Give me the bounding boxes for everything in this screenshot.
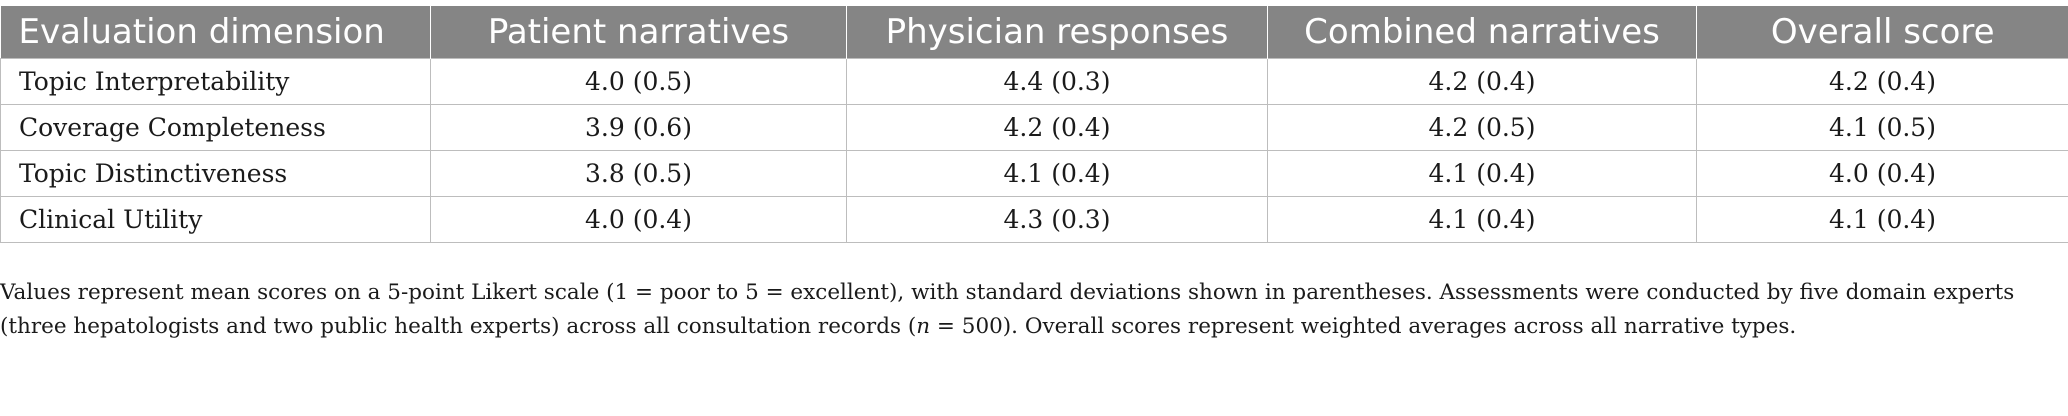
row-label: Topic Distinctiveness — [0, 150, 431, 197]
row-label: Clinical Utility — [0, 196, 431, 243]
header-patient-narratives: Patient narratives — [430, 6, 847, 59]
cell-overall-score: 4.1 (0.4) — [1696, 196, 2068, 243]
table-row: Clinical Utility 4.0 (0.4) 4.3 (0.3) 4.1… — [0, 196, 2068, 243]
cell-physician-responses: 4.4 (0.3) — [846, 58, 1268, 105]
cell-physician-responses: 4.1 (0.4) — [846, 150, 1268, 197]
table-row: Coverage Completeness 3.9 (0.6) 4.2 (0.4… — [0, 104, 2068, 151]
row-label: Topic Interpretability — [0, 58, 431, 105]
table-footnote: Values represent mean scores on a 5-poin… — [0, 276, 2060, 344]
row-label: Coverage Completeness — [0, 104, 431, 151]
cell-combined-narratives: 4.2 (0.4) — [1267, 58, 1697, 105]
cell-physician-responses: 4.3 (0.3) — [846, 196, 1268, 243]
cell-combined-narratives: 4.2 (0.5) — [1267, 104, 1697, 151]
table-header-row: Evaluation dimension Patient narratives … — [0, 6, 2068, 59]
evaluation-scores-table: Evaluation dimension Patient narratives … — [0, 6, 2068, 243]
cell-overall-score: 4.0 (0.4) — [1696, 150, 2068, 197]
cell-physician-responses: 4.2 (0.4) — [846, 104, 1268, 151]
cell-patient-narratives: 3.8 (0.5) — [430, 150, 847, 197]
cell-overall-score: 4.2 (0.4) — [1696, 58, 2068, 105]
cell-combined-narratives: 4.1 (0.4) — [1267, 196, 1697, 243]
sample-size-symbol: n — [916, 313, 931, 339]
header-combined-narratives: Combined narratives — [1267, 6, 1697, 59]
table-row: Topic Interpretability 4.0 (0.5) 4.4 (0.… — [0, 58, 2068, 105]
header-evaluation-dimension: Evaluation dimension — [0, 6, 431, 59]
cell-patient-narratives: 3.9 (0.6) — [430, 104, 847, 151]
footnote-text-end: = 500). Overall scores represent weighte… — [930, 313, 1797, 339]
cell-overall-score: 4.1 (0.5) — [1696, 104, 2068, 151]
header-physician-responses: Physician responses — [846, 6, 1268, 59]
cell-patient-narratives: 4.0 (0.4) — [430, 196, 847, 243]
cell-patient-narratives: 4.0 (0.5) — [430, 58, 847, 105]
header-overall-score: Overall score — [1696, 6, 2068, 59]
footnote-text-start: Values represent mean scores on a 5-poin… — [0, 279, 2015, 339]
table-row: Topic Distinctiveness 3.8 (0.5) 4.1 (0.4… — [0, 150, 2068, 197]
results-table-container: Evaluation dimension Patient narratives … — [0, 6, 2068, 243]
cell-combined-narratives: 4.1 (0.4) — [1267, 150, 1697, 197]
